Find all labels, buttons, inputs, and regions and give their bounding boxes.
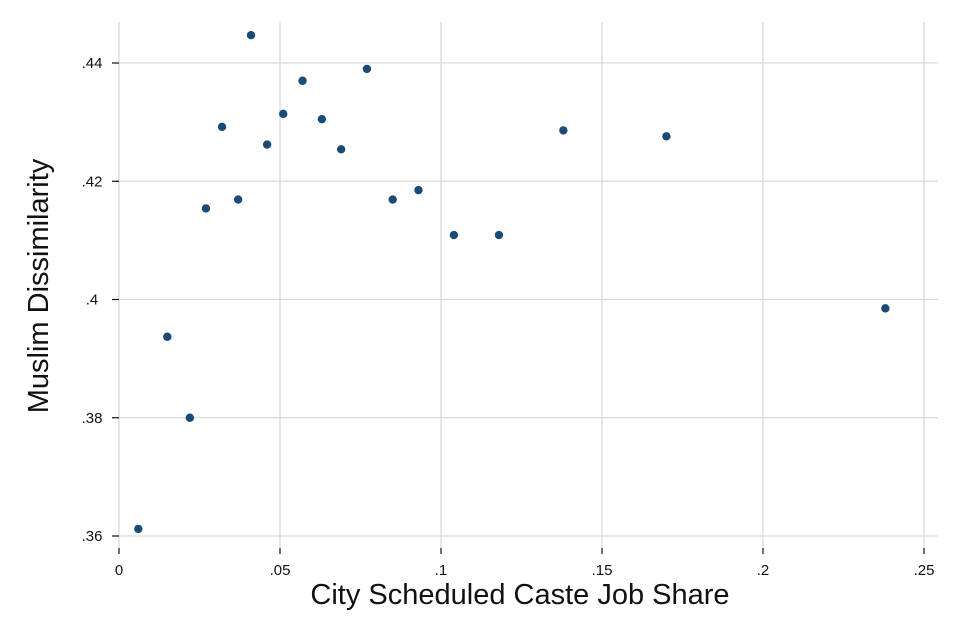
- data-point: [662, 132, 671, 141]
- x-tick-label: 0: [115, 562, 123, 579]
- data-point: [233, 195, 243, 204]
- y-tick-label: .38: [82, 410, 103, 427]
- x-axis-title: City Scheduled Caste Job Share: [310, 579, 729, 611]
- y-gridlines: [119, 62, 938, 537]
- data-point: [336, 145, 346, 154]
- x-tick-label: .1: [435, 562, 448, 579]
- data-point: [414, 185, 423, 195]
- data-point: [494, 230, 504, 240]
- data-point: [246, 31, 256, 40]
- x-gridlines: [118, 22, 925, 548]
- data-point: [449, 230, 459, 240]
- y-tick-label: .4: [86, 292, 99, 309]
- data-point: [317, 114, 327, 124]
- data-point: [559, 126, 568, 135]
- data-point: [279, 109, 288, 119]
- x-tick-label: .25: [914, 562, 935, 579]
- data-point: [185, 413, 195, 422]
- data-point: [134, 524, 143, 534]
- y-tick-labels: .36 .38 .4 .42 .44: [82, 55, 119, 545]
- data-point: [163, 332, 172, 341]
- x-tick-label: .15: [592, 562, 613, 579]
- data-point: [262, 140, 272, 149]
- y-tick-label: .36: [82, 528, 103, 545]
- data-point: [881, 304, 890, 313]
- x-tick-label: .05: [270, 562, 291, 579]
- data-point: [298, 76, 307, 85]
- data-point: [388, 195, 397, 204]
- x-tick-labels: 0 .05 .1 .15 .2 .25: [115, 548, 935, 579]
- x-tick-label: .2: [757, 562, 770, 579]
- data-point: [201, 204, 211, 213]
- y-tick-label: .44: [82, 55, 103, 72]
- y-tick-label: .42: [82, 173, 103, 190]
- y-axis-title: Muslim Dissimilarity: [23, 158, 55, 413]
- data-points: [134, 31, 890, 534]
- data-point: [362, 64, 372, 74]
- data-point: [217, 122, 227, 132]
